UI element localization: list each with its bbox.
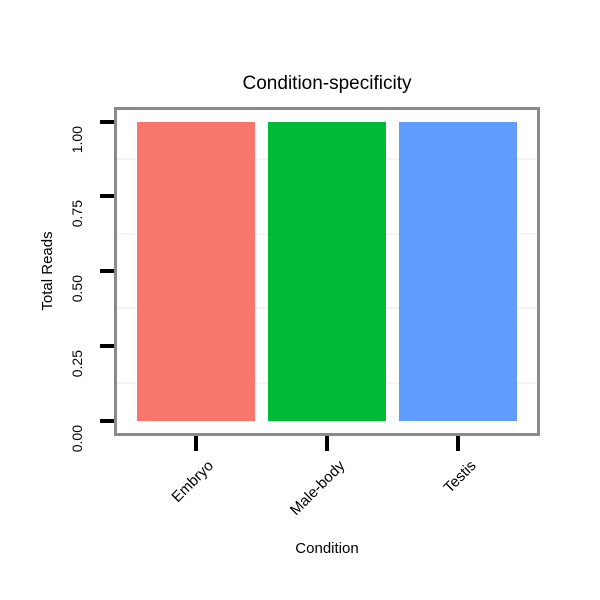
y-tick-label: 0.50: [69, 275, 85, 303]
x-tick: [193, 436, 198, 451]
x-tick-label-male-body: Male-body: [286, 457, 349, 519]
bar-embryo: [136, 121, 255, 421]
x-tick-label-embryo: Embryo: [168, 457, 218, 506]
y-tick: [100, 343, 114, 348]
chart-title: Condition-specificity: [242, 73, 412, 94]
y-tick-label: 0.75: [69, 200, 85, 228]
x-tick: [325, 436, 329, 451]
x-axis-title: Condition: [295, 540, 359, 557]
x-tick-label-testis: Testis: [440, 457, 480, 497]
plot-panel: [114, 107, 540, 436]
y-tick: [100, 119, 114, 124]
y-axis-title: Total Reads: [39, 231, 56, 311]
y-tick: [100, 269, 114, 273]
y-tick: [100, 194, 114, 199]
bar-testis: [399, 121, 518, 421]
y-tick-label: 0.00: [69, 424, 85, 452]
x-tick: [456, 436, 461, 451]
y-tick-label: 0.25: [69, 349, 85, 377]
y-tick-label: 1.00: [69, 125, 85, 153]
y-tick: [100, 418, 114, 423]
bar-male-body: [267, 121, 387, 421]
